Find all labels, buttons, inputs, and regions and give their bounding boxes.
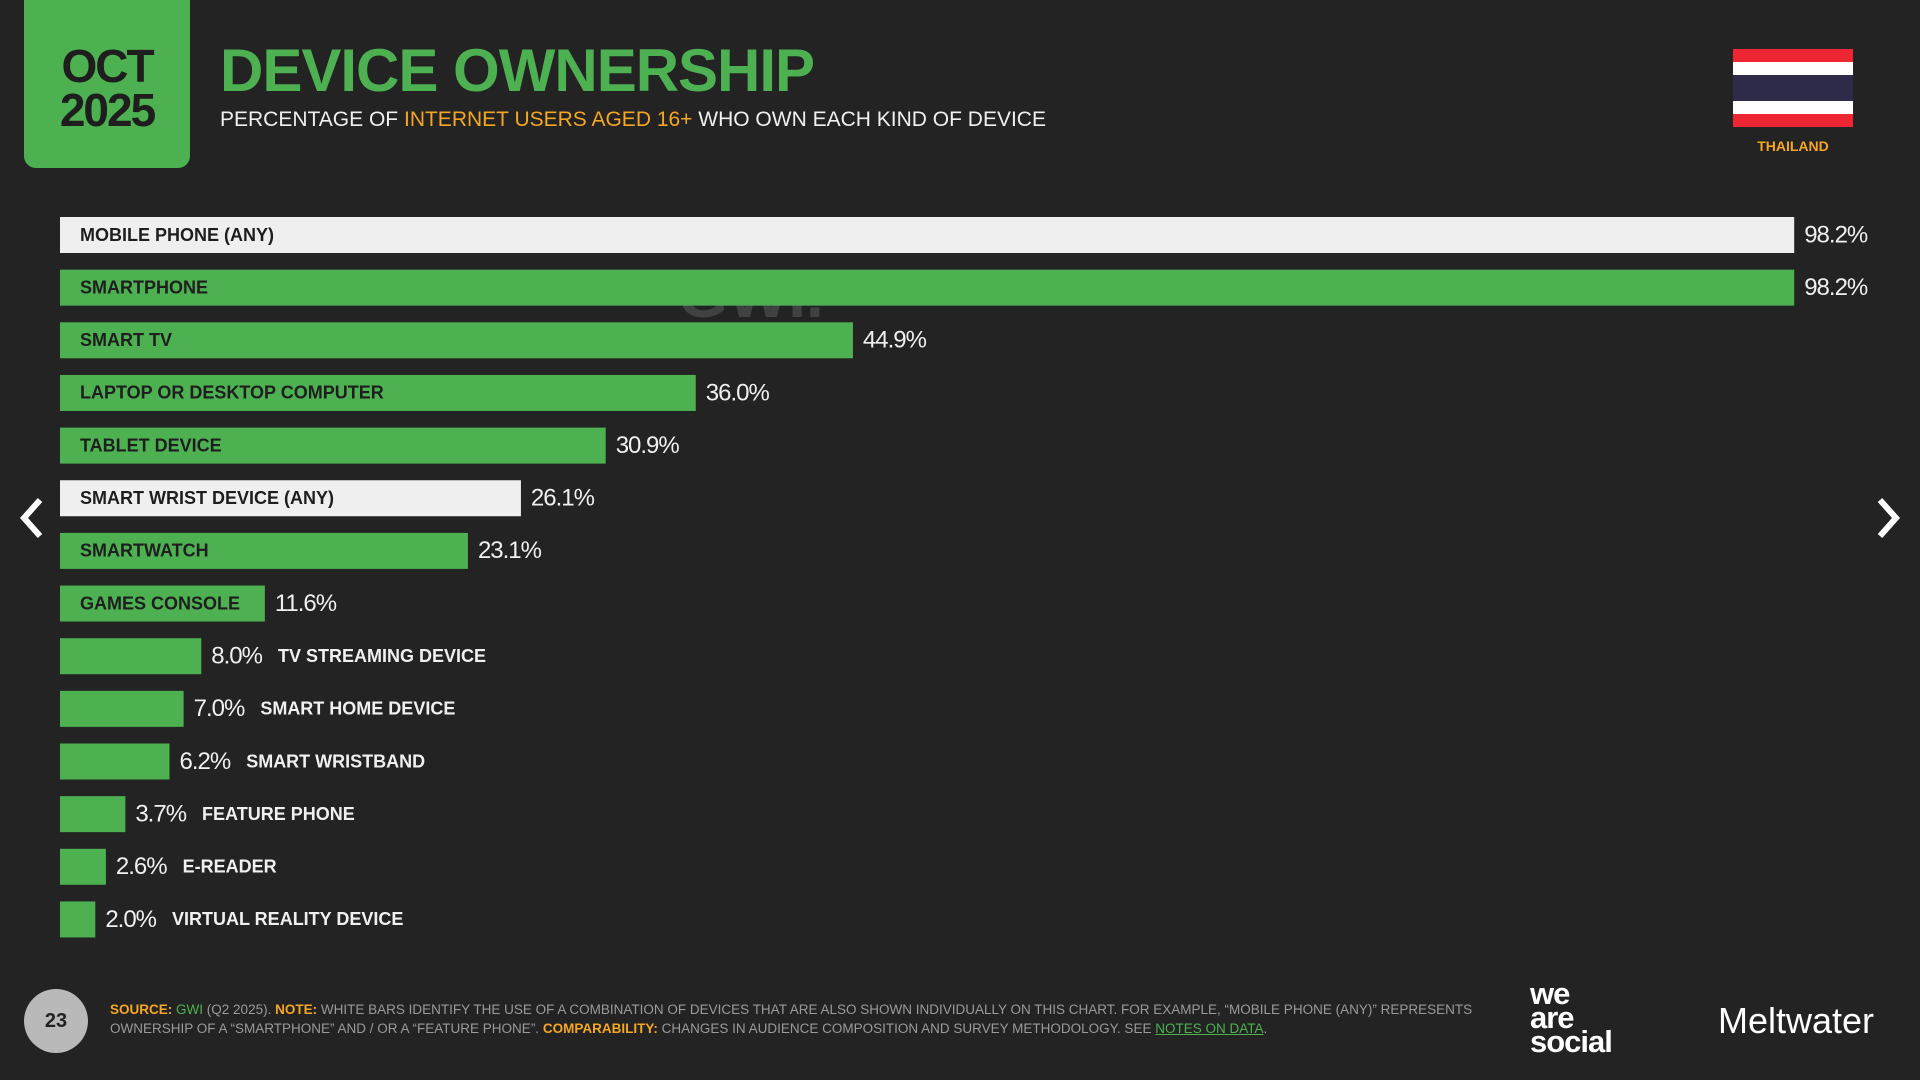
bar <box>60 322 853 359</box>
bar <box>60 638 202 675</box>
category-label: SMART HOME DEVICE <box>260 699 455 719</box>
value-label: 36.0% <box>706 379 770 406</box>
subtitle-part: WHO OWN EACH KIND OF DEVICE <box>698 108 1046 131</box>
value-label: 6.2% <box>179 748 230 775</box>
date-box: OCT 2025 <box>24 0 190 168</box>
value-label: 2.6% <box>116 853 167 880</box>
year: 2025 <box>59 84 156 136</box>
logo-text: are <box>1530 1000 1575 1035</box>
label: NOTE: <box>275 1002 318 1017</box>
category-label: MOBILE PHONE (ANY) <box>80 225 274 245</box>
category-label: SMART TV <box>80 330 172 350</box>
bar <box>60 532 468 569</box>
bar <box>60 690 184 727</box>
bar <box>60 796 126 833</box>
bar <box>60 217 1795 253</box>
category-label: LAPTOP OR DESKTOP COMPUTER <box>80 383 384 403</box>
value-label: 8.0% <box>211 643 262 670</box>
text: WHITE BARS IDENTIFY THE USE OF A COMBINA… <box>110 1002 1473 1036</box>
value-label: 23.1% <box>478 537 542 564</box>
value-label: 26.1% <box>531 485 595 512</box>
subtitle-highlight: INTERNET USERS AGED 16+ <box>403 108 693 131</box>
bar <box>60 848 106 885</box>
category-label: SMART WRIST DEVICE (ANY) <box>80 488 334 508</box>
source: GWI <box>176 1002 204 1017</box>
nav-prev[interactable] <box>19 498 43 538</box>
category-label: TV STREAMING DEVICE <box>278 646 486 666</box>
text: . <box>1263 1021 1268 1036</box>
value-label: 11.6% <box>275 590 337 617</box>
value-label: 2.0% <box>105 906 156 933</box>
title: DEVICE OWNERSHIP <box>220 37 815 104</box>
link[interactable]: NOTES ON DATA <box>1155 1021 1264 1036</box>
bar <box>60 269 1795 306</box>
category-label: VIRTUAL REALITY DEVICE <box>172 909 403 929</box>
logo-meltwater: Meltwater <box>1718 1000 1875 1041</box>
country: THAILAND <box>1757 138 1829 154</box>
bar <box>60 374 696 411</box>
bar <box>60 427 606 464</box>
bar <box>60 480 521 517</box>
logo-text: we <box>1530 976 1570 1011</box>
bar <box>60 585 265 622</box>
footer-note: SOURCE: GWI (Q2 2025). NOTE: WHITE BARS … <box>110 1000 1510 1038</box>
category-label: SMARTPHONE <box>80 277 208 297</box>
category-label: SMARTWATCH <box>80 541 209 561</box>
category-label: SMART WRISTBAND <box>246 751 425 771</box>
logo-text: social <box>1530 1024 1613 1059</box>
logo-we-are-social: we are social <box>1530 976 1613 1059</box>
category-label: E-READER <box>183 857 277 877</box>
nav-next[interactable] <box>1877 498 1901 538</box>
text: (Q2 2025). <box>206 1002 272 1017</box>
subtitle-part: PERCENTAGE OF <box>220 108 399 131</box>
value-label: 3.7% <box>135 800 186 827</box>
flag <box>1733 49 1853 127</box>
month: OCT <box>61 40 154 92</box>
value-label: 30.9% <box>616 432 680 459</box>
value-label: 7.0% <box>194 695 245 722</box>
label: COMPARABILITY: <box>542 1021 658 1036</box>
category-label: GAMES CONSOLE <box>80 593 240 613</box>
category-label: TABLET DEVICE <box>80 435 222 455</box>
text: CHANGES IN AUDIENCE COMPOSITION AND SURV… <box>661 1021 1152 1036</box>
category-label: FEATURE PHONE <box>202 804 355 824</box>
label: SOURCE: <box>110 1002 173 1017</box>
value-label: 98.2% <box>1804 221 1868 248</box>
value-label: 98.2% <box>1804 274 1868 301</box>
bar <box>60 743 170 780</box>
page-number: 23 <box>24 989 88 1053</box>
bar <box>60 901 96 938</box>
value-label: 44.9% <box>863 327 927 354</box>
subtitle: PERCENTAGE OF INTERNET USERS AGED 16+ WH… <box>220 108 1046 132</box>
